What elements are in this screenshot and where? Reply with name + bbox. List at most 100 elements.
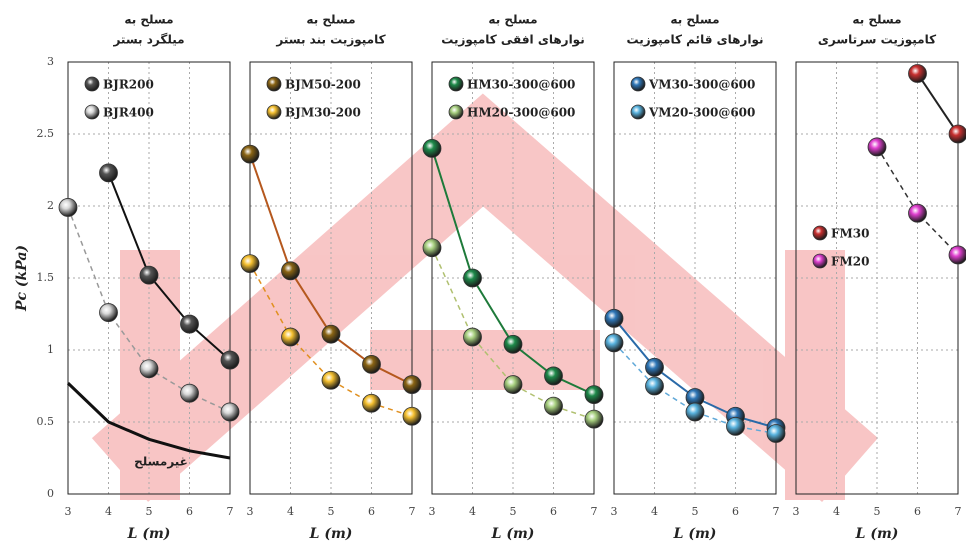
data-point — [99, 303, 118, 322]
x-tick-label: 3 — [65, 505, 72, 518]
data-point — [685, 402, 705, 422]
x-axis-label: L (m) — [309, 526, 353, 542]
y-tick-label: 2 — [47, 199, 54, 212]
panel-title: مسلح به — [488, 13, 537, 27]
x-tick-label: 5 — [328, 505, 335, 518]
watermark-wall — [785, 250, 845, 500]
x-tick-label: 4 — [469, 505, 476, 518]
legend-marker — [266, 76, 282, 92]
panel-frame — [431, 61, 595, 495]
data-point — [463, 327, 482, 347]
x-axis-label: L (m) — [127, 526, 171, 542]
legend-label: BJR200 — [103, 78, 154, 92]
x-tick-label: 7 — [227, 505, 234, 518]
data-point — [463, 268, 482, 288]
legend-marker — [630, 76, 646, 92]
legend-label: BJM30-200 — [285, 106, 361, 120]
data-point — [908, 203, 927, 223]
panel: مسلح به میلگرد بستر 0 0.5 1 1.5 2 2.5 3 3 4 5 6 7 L (m… — [14, 13, 240, 542]
y-tick-label: 1 — [47, 343, 54, 356]
legend-label: HM20-300@600 — [467, 106, 575, 120]
panel: مسلح به نوارهای قائم کامپوزیت 3 4 5 6 7 L (m) VM… — [604, 13, 786, 542]
data-point — [766, 424, 786, 443]
legend-label: VM20-300@600 — [648, 106, 755, 120]
panel-frame — [67, 61, 231, 495]
data-point — [584, 409, 604, 429]
data-point — [645, 357, 664, 377]
panel-title: میلگرد بستر — [112, 33, 184, 47]
x-tick-label: 7 — [773, 505, 780, 518]
data-point — [503, 375, 523, 394]
watermark-roof — [91, 93, 878, 503]
panel-frame — [249, 61, 413, 495]
x-tick-label: 5 — [692, 505, 699, 518]
data-point — [422, 238, 442, 258]
x-tick-label: 4 — [651, 505, 658, 518]
panel-title: مسلح به — [852, 13, 901, 27]
plot-area — [876, 72, 959, 256]
panel-title: نوارهای افقی کامپوزیت — [441, 33, 584, 48]
data-point — [321, 370, 341, 390]
legend-marker — [448, 76, 464, 92]
data-point — [604, 308, 624, 328]
x-tick-label: 6 — [186, 505, 193, 518]
data-point — [604, 333, 624, 353]
data-point — [544, 366, 563, 386]
x-tick-label: 4 — [833, 505, 840, 518]
legend-label: VM30-300@600 — [648, 78, 755, 92]
x-tick-label: 7 — [591, 505, 598, 518]
series-line — [613, 342, 777, 435]
unreinforced-line — [66, 382, 231, 460]
x-tick-label: 4 — [105, 505, 112, 518]
data-point — [948, 245, 966, 265]
data-point — [139, 265, 159, 285]
panel: مسلح به کامپوزیت بند بستر 3 4 5 6 7 L (m) BJM50-… — [240, 13, 422, 542]
data-point — [503, 334, 523, 354]
x-tick-label: 6 — [550, 505, 557, 518]
data-point — [726, 416, 745, 436]
data-point — [321, 324, 341, 344]
legend-label: FM20 — [831, 255, 870, 269]
data-point — [58, 198, 78, 217]
data-point — [180, 383, 199, 403]
legend-marker — [812, 253, 828, 269]
legend-marker — [84, 76, 100, 92]
x-tick-label: 3 — [611, 505, 618, 518]
y-tick-label: 3 — [47, 55, 54, 68]
series-line — [431, 247, 595, 420]
x-tick-label: 6 — [732, 505, 739, 518]
data-point — [99, 163, 118, 183]
panel-title: مسلح به — [670, 13, 719, 27]
legend-label: FM30 — [831, 227, 870, 241]
x-axis-label: L (m) — [855, 526, 899, 542]
series-line — [249, 263, 413, 417]
legend-marker — [812, 225, 828, 241]
data-point — [240, 254, 260, 274]
data-point — [281, 261, 300, 281]
y-tick-label: 0.5 — [37, 415, 55, 428]
data-point — [908, 64, 927, 83]
data-point — [867, 137, 887, 157]
series-line — [107, 172, 231, 361]
legend-marker — [630, 104, 646, 120]
data-point — [645, 376, 664, 396]
y-axis-label: Pc (kPa) — [14, 245, 30, 312]
x-tick-label: 3 — [793, 505, 800, 518]
panel-title: نوارهای قائم کامپوزیت — [627, 33, 764, 48]
data-point — [139, 359, 159, 379]
data-point — [362, 393, 381, 413]
x-tick-label: 6 — [368, 505, 375, 518]
x-axis-label: L (m) — [491, 526, 535, 542]
x-tick-label: 3 — [247, 505, 254, 518]
y-tick-label: 2.5 — [37, 127, 55, 140]
x-tick-label: 7 — [409, 505, 416, 518]
panel-title: کامپوزیت بند بستر — [275, 33, 385, 48]
annotation: غیرمسلح — [134, 455, 188, 469]
x-tick-label: 6 — [914, 505, 921, 518]
legend-marker — [448, 104, 464, 120]
data-point — [422, 138, 442, 158]
legend-label: BJM50-200 — [285, 78, 361, 92]
x-tick-label: 5 — [146, 505, 153, 518]
x-tick-label: 4 — [287, 505, 294, 518]
